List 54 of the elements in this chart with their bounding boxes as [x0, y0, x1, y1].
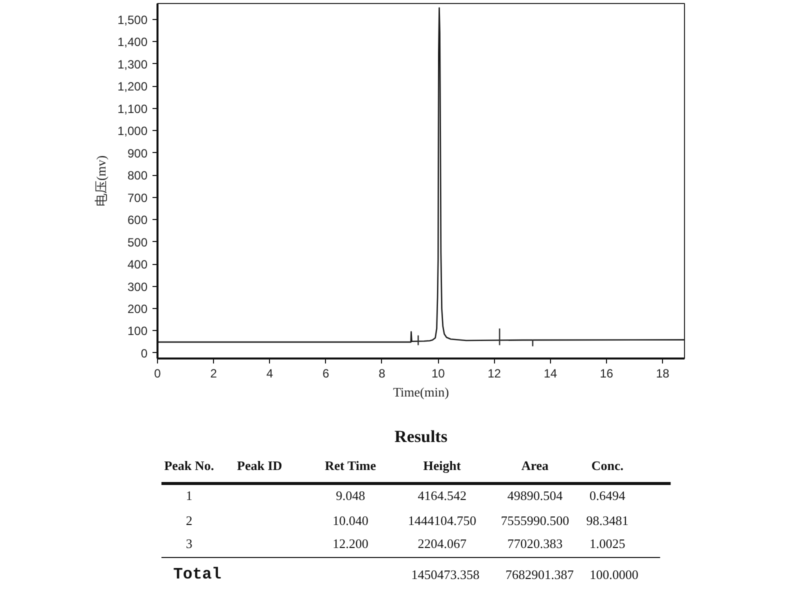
y-tick-label: 500: [127, 235, 148, 250]
x-tick-label: 18: [656, 366, 670, 380]
y-tick-label: 1,300: [117, 57, 148, 72]
text: Area: [521, 458, 550, 473]
text: Height: [423, 458, 462, 473]
y-tick-label: 200: [127, 302, 148, 316]
text: 12.200: [332, 536, 368, 551]
text: 3: [186, 536, 192, 551]
text: 2: [186, 513, 192, 528]
x-tick-label: 8: [378, 366, 386, 380]
y-tick-label: 300: [127, 280, 148, 294]
y-tick-label: 1,000: [117, 124, 148, 138]
x-tick-label: 16: [600, 366, 614, 380]
y-tick-label: 100: [127, 324, 148, 338]
y-tick-label: 1,500: [117, 13, 148, 28]
text: 9.048: [336, 488, 366, 503]
text: 4164.542: [418, 488, 466, 503]
text: 7555990.500: [500, 513, 570, 528]
text: 7682901.387: [505, 567, 574, 582]
y-tick-label: 700: [127, 190, 148, 205]
y-tick-label: 0: [140, 346, 148, 360]
x-tick-label: 0: [154, 366, 162, 380]
y-tick-label: 1,100: [117, 102, 148, 116]
y-axis-title: 电压(mv): [93, 155, 108, 207]
text: 77020.383: [507, 536, 563, 551]
text: Ret Time: [324, 458, 376, 473]
y-tick-label: 400: [127, 258, 148, 272]
text: 10.040: [332, 513, 368, 528]
text: 1444104.750: [408, 513, 476, 528]
x-tick-label: 6: [322, 366, 330, 380]
text: 1.0025: [590, 536, 626, 551]
text: 49890.504: [507, 488, 564, 503]
text: Peak ID: [237, 458, 282, 473]
text: Results: [394, 427, 448, 446]
text: 1450473.358: [411, 567, 480, 582]
text: 2204.067: [418, 536, 467, 551]
x-tick-label: 2: [210, 366, 218, 380]
y-tick-label: 1,400: [117, 35, 148, 50]
y-tick-label: 600: [127, 213, 148, 228]
y-tick-label: 800: [127, 168, 148, 183]
x-tick-label: 14: [544, 366, 558, 380]
x-tick-label: 12: [488, 366, 502, 380]
text: Peak No.: [164, 458, 214, 473]
text: 100.0000: [590, 567, 638, 582]
x-tick-label: 10: [431, 366, 446, 380]
x-tick-label: 4: [266, 366, 274, 380]
y-tick-label: 1,200: [117, 80, 148, 94]
text: Total: [173, 566, 222, 584]
text: 98.3481: [586, 513, 629, 528]
x-axis-title: Time(min): [393, 384, 449, 400]
text: 0.6494: [590, 488, 626, 503]
text: 1: [186, 488, 192, 503]
y-tick-label: 900: [127, 146, 148, 160]
text: Conc.: [591, 458, 624, 473]
